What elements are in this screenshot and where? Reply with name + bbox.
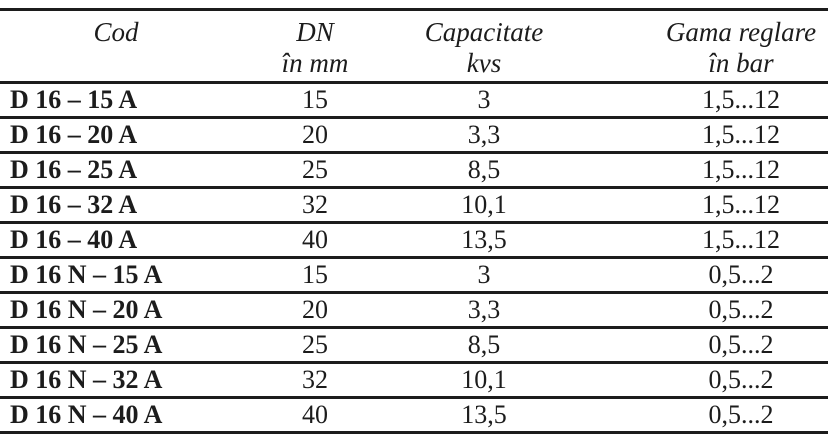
cell-capacitate: 8,5 xyxy=(398,152,570,189)
cell-dn: 15 xyxy=(232,82,398,119)
table-row: D 16 – 20 A 20 3,3 1,5...12 xyxy=(0,117,828,154)
cell-capacitate: 3 xyxy=(398,82,570,119)
col-header-gama-reglare: Gama reglare în bar xyxy=(570,9,828,84)
table-row: D 16 – 40 A 40 13,5 1,5...12 xyxy=(0,222,828,259)
cell-cod: D 16 – 15 A xyxy=(0,82,232,119)
table-row: D 16 N – 25 A 25 8,5 0,5...2 xyxy=(0,327,828,364)
col-header-capacitate-line1: Capacitate xyxy=(424,17,544,47)
col-header-dn: DN în mm xyxy=(232,9,398,84)
table-row: D 16 N – 32 A 32 10,1 0,5...2 xyxy=(0,362,828,399)
cell-gama: 1,5...12 xyxy=(570,117,828,154)
cell-capacitate: 8,5 xyxy=(398,327,570,364)
table-row: D 16 – 15 A 15 3 1,5...12 xyxy=(0,82,828,119)
cell-capacitate: 3,3 xyxy=(398,292,570,329)
cell-gama: 0,5...2 xyxy=(570,327,828,364)
col-header-gama-reglare-line1: Gama reglare xyxy=(665,17,817,47)
cell-capacitate: 13,5 xyxy=(398,222,570,259)
cell-gama: 1,5...12 xyxy=(570,152,828,189)
col-header-capacitate: Capacitate kvs xyxy=(398,9,570,84)
cell-gama: 0,5...2 xyxy=(570,257,828,294)
valve-spec-table: Cod DN în mm Capacitate kvs Gama reglare… xyxy=(0,8,828,434)
cell-dn: 15 xyxy=(232,257,398,294)
table-row: D 16 N – 40 A 40 13,5 0,5...2 xyxy=(0,397,828,434)
col-header-dn-line1: DN xyxy=(296,17,334,47)
table-header: Cod DN în mm Capacitate kvs Gama reglare… xyxy=(0,9,828,84)
cell-cod: D 16 N – 32 A xyxy=(0,362,232,399)
cell-capacitate: 10,1 xyxy=(398,187,570,224)
table-row: D 16 N – 15 A 15 3 0,5...2 xyxy=(0,257,828,294)
table-row: D 16 – 25 A 25 8,5 1,5...12 xyxy=(0,152,828,189)
cell-capacitate: 3 xyxy=(398,257,570,294)
cell-gama: 1,5...12 xyxy=(570,222,828,259)
cell-capacitate: 3,3 xyxy=(398,117,570,154)
cell-cod: D 16 – 20 A xyxy=(0,117,232,154)
cell-dn: 40 xyxy=(232,222,398,259)
table-body: D 16 – 15 A 15 3 1,5...12 D 16 – 20 A 20… xyxy=(0,82,828,434)
cell-dn: 20 xyxy=(232,117,398,154)
table-row: D 16 N – 20 A 20 3,3 0,5...2 xyxy=(0,292,828,329)
cell-cod: D 16 N – 20 A xyxy=(0,292,232,329)
cell-capacitate: 10,1 xyxy=(398,362,570,399)
cell-cod: D 16 – 32 A xyxy=(0,187,232,224)
col-header-gama-reglare-line2: în bar xyxy=(708,48,774,78)
cell-cod: D 16 N – 40 A xyxy=(0,397,232,434)
cell-dn: 25 xyxy=(232,327,398,364)
header-row: Cod DN în mm Capacitate kvs Gama reglare… xyxy=(0,9,828,84)
cell-dn: 40 xyxy=(232,397,398,434)
cell-cod: D 16 N – 25 A xyxy=(0,327,232,364)
cell-gama: 0,5...2 xyxy=(570,292,828,329)
table-container: Cod DN în mm Capacitate kvs Gama reglare… xyxy=(0,8,828,434)
cell-capacitate: 13,5 xyxy=(398,397,570,434)
cell-cod: D 16 N – 15 A xyxy=(0,257,232,294)
cell-gama: 0,5...2 xyxy=(570,362,828,399)
cell-gama: 1,5...12 xyxy=(570,82,828,119)
col-header-dn-line2: în mm xyxy=(281,48,349,78)
cell-dn: 25 xyxy=(232,152,398,189)
cell-dn: 32 xyxy=(232,362,398,399)
cell-dn: 32 xyxy=(232,187,398,224)
cell-gama: 0,5...2 xyxy=(570,397,828,434)
cell-gama: 1,5...12 xyxy=(570,187,828,224)
col-header-cod-line1: Cod xyxy=(93,17,139,47)
col-header-cod: Cod xyxy=(0,9,232,84)
cell-dn: 20 xyxy=(232,292,398,329)
cell-cod: D 16 – 40 A xyxy=(0,222,232,259)
cell-cod: D 16 – 25 A xyxy=(0,152,232,189)
col-header-capacitate-line2: kvs xyxy=(466,48,502,78)
table-row: D 16 – 32 A 32 10,1 1,5...12 xyxy=(0,187,828,224)
